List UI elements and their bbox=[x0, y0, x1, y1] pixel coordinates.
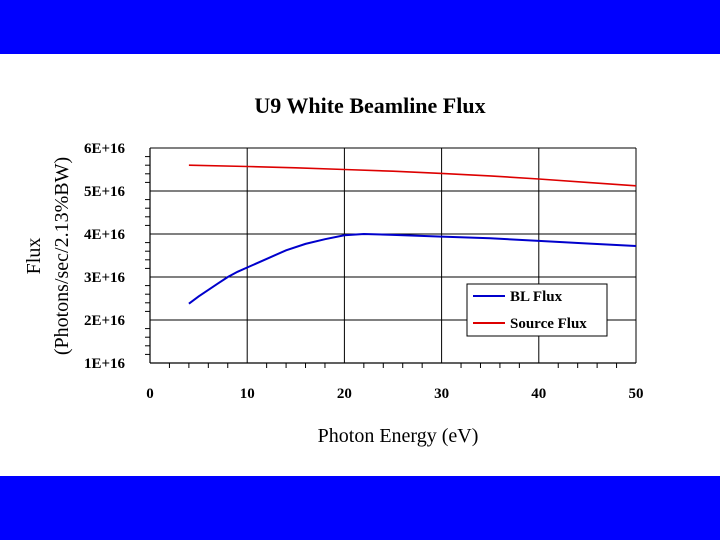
y-tick-label: 2E+16 bbox=[84, 313, 126, 329]
chart-title: U9 White Beamline Flux bbox=[254, 93, 485, 118]
legend-label-source-flux: Source Flux bbox=[510, 316, 587, 332]
x-tick-label: 30 bbox=[434, 386, 449, 402]
series-lines bbox=[188, 164, 637, 305]
bottom-band bbox=[0, 476, 720, 540]
x-tick-label: 10 bbox=[240, 386, 255, 402]
legend-box bbox=[466, 283, 608, 337]
bl-flux-line bbox=[188, 232, 637, 305]
tick-labels: 1E+16 2E+16 3E+16 4E+16 5E+16 6E+16 0 10 20 30 40 5… bbox=[84, 141, 644, 402]
axes bbox=[145, 148, 636, 368]
y-axis-label-line1: Flux bbox=[23, 238, 45, 275]
y-tick-label: 3E+16 bbox=[84, 270, 126, 286]
y-axis-label-line2: (Photons/sec/2.13%BW) bbox=[51, 157, 73, 355]
slide-area bbox=[0, 54, 720, 476]
x-tick-label: 50 bbox=[629, 386, 644, 402]
y-tick-label: 6E+16 bbox=[84, 141, 126, 157]
x-tick-label: 40 bbox=[531, 386, 546, 402]
y-tick-label: 1E+16 bbox=[84, 356, 126, 372]
x-axis-label: Photon Energy (eV) bbox=[318, 425, 479, 447]
top-band bbox=[0, 0, 720, 54]
source-flux-line bbox=[188, 164, 637, 187]
legend: BL Flux Source Flux bbox=[466, 283, 608, 337]
x-tick-label: 0 bbox=[146, 386, 154, 402]
legend-label-bl-flux: BL Flux bbox=[510, 289, 563, 305]
x-tick-label: 20 bbox=[337, 386, 352, 402]
y-tick-label: 4E+16 bbox=[84, 227, 126, 243]
y-tick-label: 5E+16 bbox=[84, 184, 126, 200]
